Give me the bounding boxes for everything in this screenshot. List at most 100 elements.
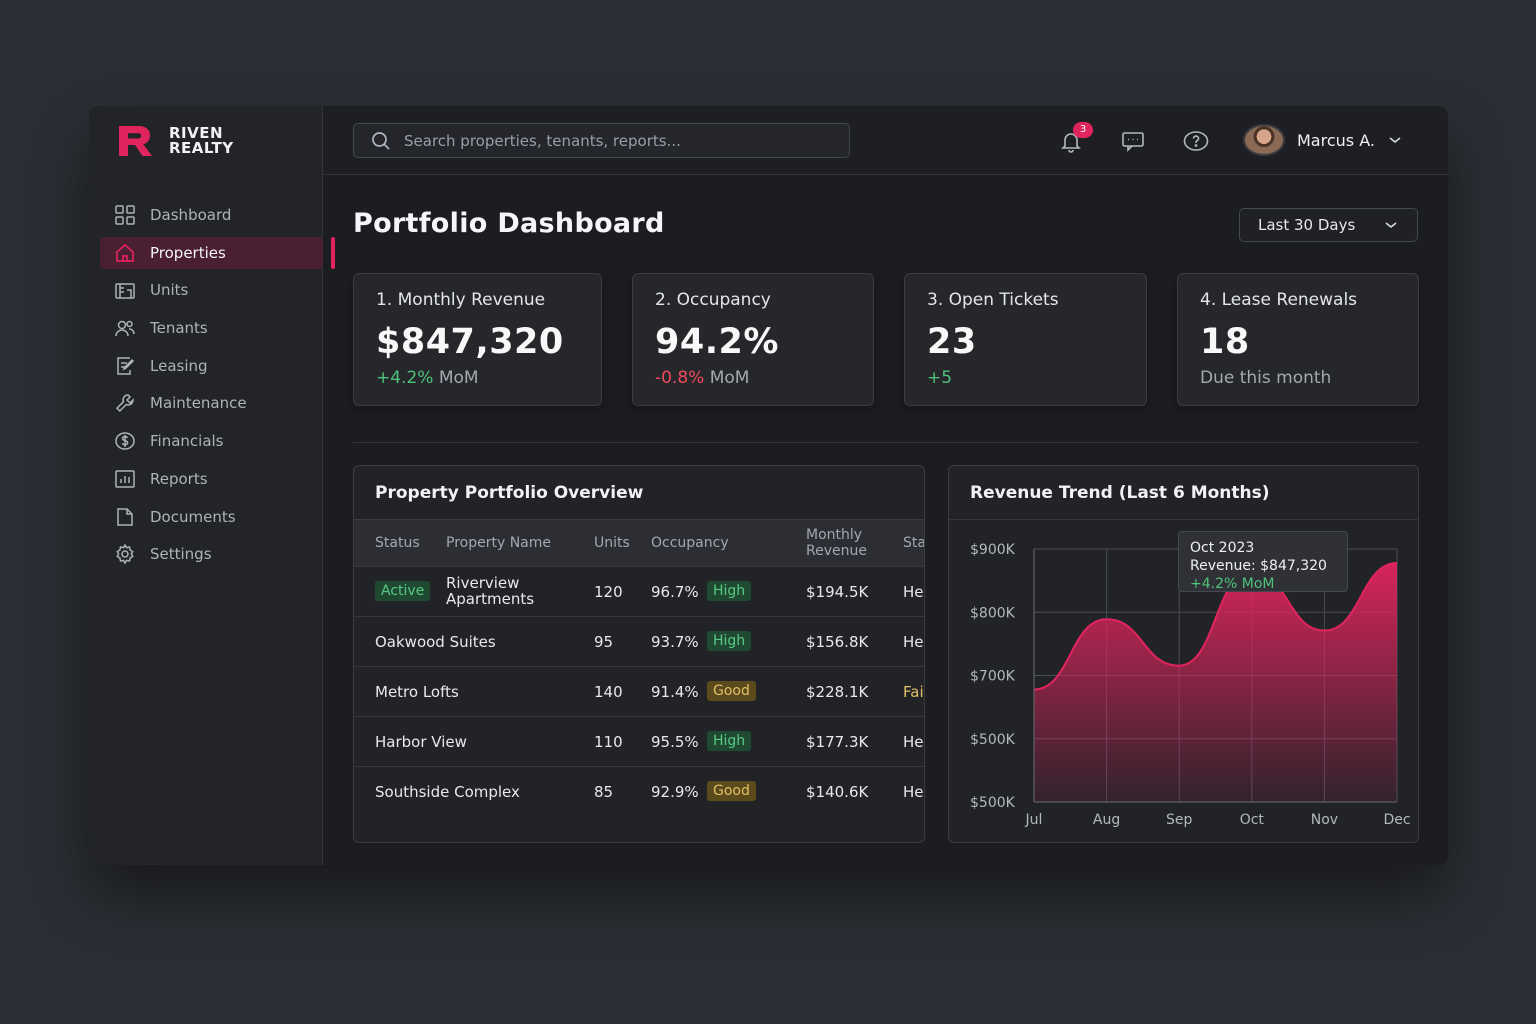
revenue-trend-panel: Revenue Trend (Last 6 Months) $900K $800K… — [948, 465, 1419, 843]
wrench-icon — [115, 394, 134, 413]
kpi-delta: +5 — [927, 368, 953, 388]
kpi-label: 4. Lease Renewals — [1200, 290, 1358, 310]
sidebar-item-properties[interactable]: Properties — [100, 236, 335, 269]
kpi-label: 1. Monthly Revenue — [376, 290, 546, 310]
grid-icon — [115, 205, 135, 225]
table-row[interactable]: Harbor View 110 95.5% High $177.3K He — [354, 716, 924, 766]
sidebar-item-tenants[interactable]: Tenants — [100, 312, 323, 344]
property-name: Harbor View — [375, 733, 467, 751]
sidebar-item-dashboard[interactable]: Dashboard — [100, 199, 323, 231]
property-name: Riverview Apartments — [446, 574, 535, 608]
sidebar-item-documents[interactable]: Documents — [100, 501, 323, 533]
sidebar-item-units[interactable]: Units — [100, 274, 323, 306]
table-row[interactable]: Southside Complex 85 92.9% Good $140.6K … — [354, 766, 924, 816]
chat-icon[interactable] — [1120, 128, 1146, 154]
column-header-status-2[interactable]: Sta — [903, 535, 925, 551]
panel-title: Property Portfolio Overview — [375, 483, 644, 503]
revenue-area-fill — [1034, 563, 1397, 802]
y-tick-label: $500K — [970, 732, 1016, 748]
dollar-circle-icon — [115, 432, 135, 450]
chevron-down-icon — [1389, 137, 1401, 144]
occupancy-badge: High — [707, 581, 752, 601]
sidebar-item-leasing[interactable]: Leasing — [100, 350, 323, 382]
occupancy-value: 96.7% — [651, 583, 699, 601]
health-value: He — [903, 733, 924, 751]
occupancy-value: 93.7% — [651, 633, 699, 651]
brand-logo[interactable]: RIVEN REALTY — [117, 124, 234, 158]
sidebar-item-financials[interactable]: Financials — [100, 425, 323, 457]
avatar — [1243, 124, 1285, 156]
revenue-value: $194.5K — [806, 583, 869, 601]
home-icon — [116, 243, 134, 262]
kpi-card-occupancy[interactable]: 2. Occupancy 94.2% -0.8% MoM — [632, 273, 874, 406]
occupancy-badge: Good — [707, 781, 756, 801]
users-icon — [115, 320, 135, 337]
column-header-units[interactable]: Units — [594, 535, 630, 551]
kpi-card-revenue[interactable]: 1. Monthly Revenue $847,320 +4.2% MoM — [353, 273, 602, 406]
table-row[interactable]: Metro Lofts 140 91.4% Good $228.1K Fai — [354, 666, 924, 716]
health-value: He — [903, 783, 924, 801]
x-tick-label: Jul — [1025, 812, 1043, 828]
sidebar-item-reports[interactable]: Reports — [100, 463, 323, 495]
y-tick-label: $700K — [970, 669, 1016, 685]
x-tick-label: Nov — [1311, 812, 1338, 828]
column-header-monthly-revenue[interactable]: Monthly Revenue — [806, 527, 867, 559]
kpi-change: -0.8% MoM — [655, 368, 851, 388]
units-value: 85 — [594, 783, 614, 801]
gear-icon — [116, 543, 134, 565]
sidebar: RIVEN REALTY Dashboard Properties Units … — [89, 106, 335, 865]
table-row[interactable]: Active Riverview Apartments 120 96.7% Hi… — [354, 566, 924, 616]
kpi-sub-label: MoM — [704, 368, 750, 388]
health-value: Fai — [903, 683, 924, 701]
occupancy-value: 92.9% — [651, 783, 699, 801]
date-range-value: Last 30 Days — [1258, 216, 1356, 234]
kpi-value: 94.2% — [655, 322, 779, 362]
search-icon — [372, 131, 390, 150]
sidebar-item-settings[interactable]: Settings — [100, 538, 323, 570]
column-header-status[interactable]: Status — [375, 535, 420, 551]
notification-badge: 3 — [1073, 122, 1093, 138]
x-tick-label: Sep — [1166, 812, 1193, 828]
portfolio-table-panel: Property Portfolio Overview Status Prope… — [353, 465, 925, 843]
property-name: Oakwood Suites — [375, 633, 496, 651]
brand-line-1: RIVEN — [169, 124, 224, 142]
kpi-value: 18 — [1200, 322, 1250, 362]
sidebar-item-label: Leasing — [150, 356, 208, 375]
kpi-delta: +4.2% — [376, 368, 434, 388]
sidebar-item-label: Tenants — [150, 319, 208, 338]
user-menu[interactable]: Marcus A. — [1243, 124, 1403, 156]
date-range-select[interactable]: Last 30 Days — [1239, 208, 1418, 242]
user-name: Marcus A. — [1297, 130, 1375, 150]
kpi-change: +5 — [927, 368, 1124, 388]
column-header-occupancy[interactable]: Occupancy — [651, 535, 729, 551]
column-header-property-name[interactable]: Property Name — [446, 535, 551, 551]
panel-divider — [949, 519, 1418, 520]
sidebar-item-label: Reports — [150, 469, 208, 488]
x-tick-label: Dec — [1383, 812, 1410, 828]
building-icon — [115, 283, 135, 300]
top-bar: 3 Marcus A. — [323, 106, 1448, 175]
help-icon[interactable] — [1183, 128, 1209, 154]
units-value: 95 — [594, 633, 614, 651]
brand-name: RIVEN REALTY — [169, 126, 234, 156]
sidebar-item-maintenance[interactable]: Maintenance — [100, 387, 323, 419]
search-box[interactable] — [353, 123, 850, 158]
page-title: Portfolio Dashboard — [353, 208, 665, 239]
revenue-value: $228.1K — [806, 683, 869, 701]
status-badge: Active — [375, 581, 431, 601]
chart-title: Revenue Trend (Last 6 Months) — [970, 483, 1270, 503]
health-value: He — [903, 633, 924, 651]
kpi-card-lease-renewals[interactable]: 4. Lease Renewals 18 Due this month — [1177, 273, 1419, 406]
occupancy-value: 91.4% — [651, 683, 699, 701]
kpi-value: $847,320 — [376, 322, 564, 362]
kpi-card-open-tickets[interactable]: 3. Open Tickets 23 +5 — [904, 273, 1147, 406]
app-window: RIVEN REALTY Dashboard Properties Units … — [89, 106, 1448, 865]
units-value: 140 — [594, 683, 623, 701]
table-row[interactable]: Oakwood Suites 95 93.7% High $156.8K He — [354, 616, 924, 666]
health-value: He — [903, 583, 924, 601]
search-input[interactable] — [404, 131, 844, 150]
document-icon — [117, 507, 133, 526]
kpi-value: 23 — [927, 322, 977, 362]
revenue-trend-chart[interactable]: $900K $800K $700K $500K $500K Jul Aug Sep Oct Nov… — [949, 466, 1419, 843]
sidebar-item-label: Documents — [150, 507, 236, 526]
